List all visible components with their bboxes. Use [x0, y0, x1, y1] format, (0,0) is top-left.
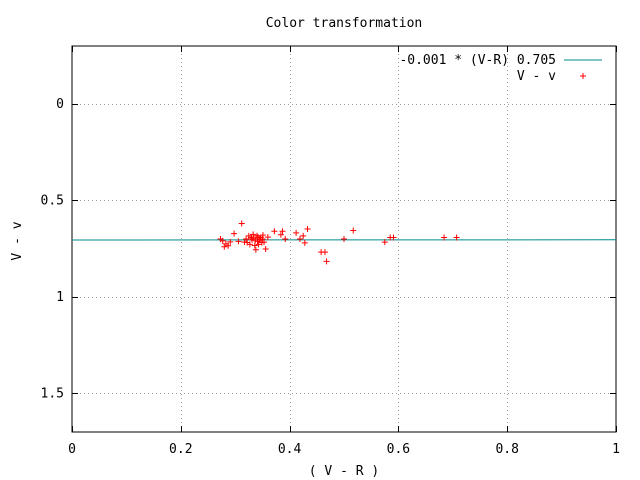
- data-point: [246, 241, 253, 248]
- data-point: [264, 234, 271, 241]
- data-point: [350, 227, 357, 234]
- x-tick-label: 0: [68, 442, 76, 457]
- data-point: [282, 236, 289, 242]
- data-point: [251, 242, 258, 249]
- data-point: [225, 242, 232, 249]
- plot-series: [71, 220, 617, 265]
- data-point: [453, 234, 460, 241]
- y-tick-label: 0.5: [41, 193, 64, 208]
- data-point: [271, 228, 278, 235]
- data-point: [277, 231, 284, 238]
- data-point: [323, 258, 330, 265]
- data-point: [255, 241, 262, 248]
- data-point: [259, 236, 266, 242]
- x-tick-label: 0.6: [387, 442, 410, 457]
- y-axis-label: V - v: [10, 221, 25, 260]
- data-point: [243, 236, 250, 242]
- x-tick-label: 0.4: [278, 442, 302, 457]
- legend-label: -0.001 * (V-R) 0.705: [399, 53, 556, 68]
- y-tick-label: 1.5: [41, 386, 64, 401]
- data-point: [238, 220, 245, 227]
- data-point: [252, 246, 259, 253]
- data-point: [248, 235, 255, 242]
- data-point: [250, 231, 257, 238]
- data-point: [321, 249, 328, 256]
- y-tick-label: 0: [56, 97, 64, 112]
- data-point: [255, 234, 262, 241]
- data-point: [301, 239, 308, 246]
- legend-label: V - v: [517, 69, 556, 84]
- data-point: [341, 236, 347, 242]
- legend-marker-sample: [580, 73, 586, 79]
- data-point: [219, 237, 226, 244]
- grid: [72, 46, 616, 432]
- axis-ticks: 0 0.2 0.4 0.6 0.8 1 0 0.5 1 1.5: [41, 46, 620, 457]
- data-point: [300, 232, 307, 239]
- data-point: [441, 234, 448, 241]
- data-point: [259, 232, 266, 239]
- data-point: [304, 225, 311, 232]
- data-point: [296, 236, 303, 242]
- x-axis-label: ( V - R ): [309, 464, 379, 479]
- x-tick-label: 0.2: [169, 442, 192, 457]
- data-point: [261, 239, 268, 246]
- x-tick-label: 1: [612, 442, 620, 457]
- data-point: [253, 232, 260, 239]
- data-point: [227, 238, 234, 245]
- data-point: [279, 228, 286, 235]
- data-point: [262, 246, 269, 253]
- data-point: [231, 230, 238, 237]
- data-point: [381, 239, 388, 246]
- y-tick-label: 1: [56, 290, 64, 305]
- x-tick-label: 0.8: [495, 442, 518, 457]
- data-point: [235, 238, 242, 245]
- data-point: [293, 229, 300, 236]
- plot-frame: [71, 45, 617, 433]
- data-point: [390, 234, 397, 241]
- chart-title: Color transformation: [266, 16, 423, 31]
